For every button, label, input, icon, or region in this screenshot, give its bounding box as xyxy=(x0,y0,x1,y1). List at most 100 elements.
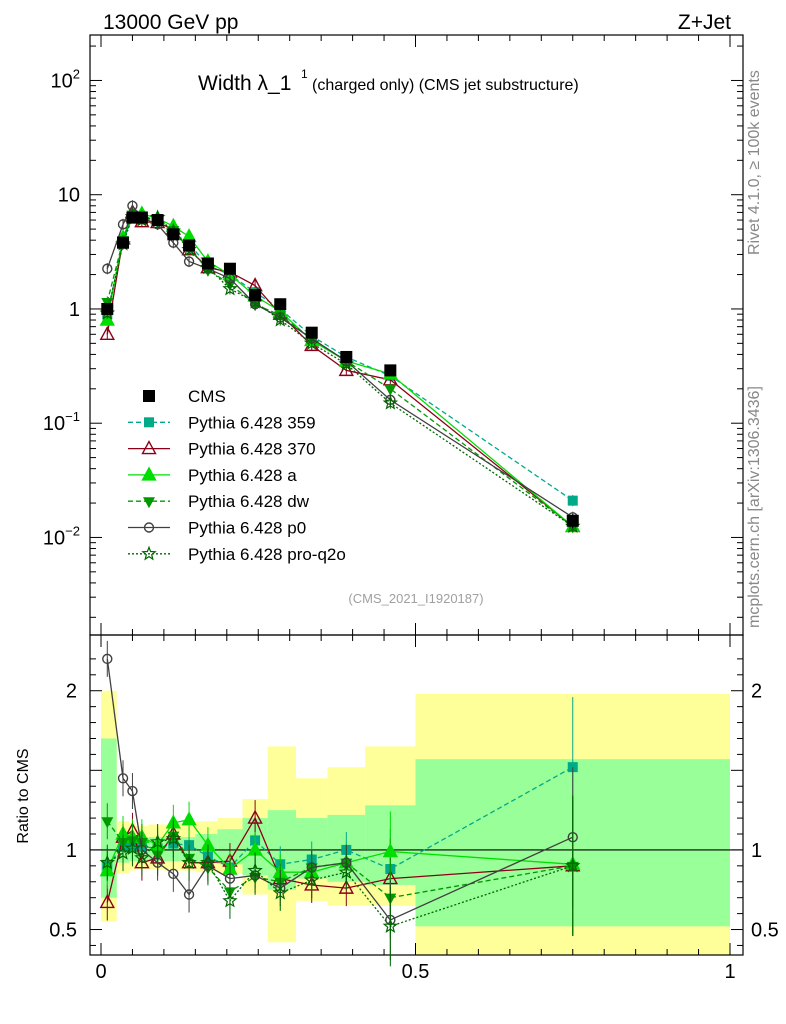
data-point-6 xyxy=(183,239,196,252)
ratio-point-pp0-0 xyxy=(102,653,113,665)
ratio-ytick-label-right-2: 2 xyxy=(751,681,762,703)
ratio-point-pp0-6 xyxy=(183,889,195,900)
main-point-pq2o-8 xyxy=(222,280,238,296)
ratio-point-pq2o-13 xyxy=(382,918,399,933)
legend-entry-pq2o: Pythia 6.428 pro-q2o xyxy=(128,545,346,564)
ratio-point-pq2o-0 xyxy=(99,854,116,870)
ratio-ytick-label-0: 0.5 xyxy=(49,920,77,942)
legend-marker-cms xyxy=(143,390,155,402)
legend-marker-pdw xyxy=(143,497,155,509)
legend-marker-pq2o xyxy=(141,545,157,561)
ratio-point-pa-6 xyxy=(181,811,197,826)
energy-label: 13000 GeV pp xyxy=(103,11,238,34)
legend-entry-p359: Pythia 6.428 359 xyxy=(128,413,316,432)
ratio-point-pq2o-10 xyxy=(272,884,288,900)
legend: CMS Pythia 6.428 359 Pythia 6.428 370 Pythi… xyxy=(128,387,346,564)
data-point-0 xyxy=(101,302,114,315)
ratio-point-p370-0 xyxy=(99,893,115,909)
legend-label-pa: Pythia 6.428 a xyxy=(188,466,297,485)
title-main: Width λ_1 xyxy=(198,72,291,95)
rivet-label: Rivet 4.1.0, ≥ 100k events xyxy=(746,70,763,255)
data-point-14 xyxy=(566,514,579,527)
main-point-p370-0 xyxy=(99,325,115,341)
legend-label-pdw: Pythia 6.428 dw xyxy=(188,492,310,511)
data-point-8 xyxy=(223,262,236,275)
ratio-xtick-label-0: 0 xyxy=(95,961,106,983)
main-line-pq2o xyxy=(106,216,574,527)
ratio-point-pq2o-5 xyxy=(165,830,182,846)
ratio-ytick-label-2: 2 xyxy=(66,681,77,703)
legend-marker-pp0 xyxy=(143,522,155,533)
process-label: Z+Jet xyxy=(678,11,731,34)
data-point-5 xyxy=(167,228,180,241)
main-point-pp0-1 xyxy=(117,219,129,230)
legend-entry-pdw: Pythia 6.428 dw xyxy=(128,492,310,511)
ratio-point-pq2o-8 xyxy=(222,892,238,908)
ratio-point-pp0-1 xyxy=(117,773,129,784)
ratio-point-pq2o-14 xyxy=(565,857,581,873)
main-point-pq2o-10 xyxy=(272,311,288,327)
data-point-7 xyxy=(201,257,214,270)
ratio-point-pq2o-7 xyxy=(200,854,216,870)
data-point-13 xyxy=(384,364,397,377)
ratio-point-pq2o-11 xyxy=(303,872,320,887)
main-ytick-label-1: 10 xyxy=(58,185,80,207)
axes: 102 10 1 10−1 10−2 0.5 0.5 1 1 2 2 0 0.5 1 xyxy=(43,34,779,983)
ratio-point-pq2o-1 xyxy=(115,844,131,860)
legend-marker-p359 xyxy=(144,417,154,428)
legend-entry-pa: Pythia 6.428 a xyxy=(128,466,297,485)
data-point-1 xyxy=(117,236,130,249)
main-point-pp0-0 xyxy=(102,263,113,274)
legend-entry-cms: CMS xyxy=(143,387,226,406)
ratio-point-pp0-2 xyxy=(127,785,138,797)
main-point-pa-0 xyxy=(99,311,115,326)
main-line-p359 xyxy=(106,216,574,502)
main-ytick-label-4: 10−2 xyxy=(43,523,80,549)
main-point-pq2o-13 xyxy=(382,394,399,410)
ratio-point-p370-12 xyxy=(338,879,354,894)
ratio-series xyxy=(99,640,581,967)
title-superscript: 1 xyxy=(301,67,308,81)
legend-marker-p370 xyxy=(141,440,157,455)
main-point-pq2o-11 xyxy=(303,335,320,350)
ratio-point-pa-13 xyxy=(382,843,399,858)
main-point-pp0-6 xyxy=(183,256,195,267)
legend-label-cms: CMS xyxy=(188,387,226,406)
main-point-p359-14 xyxy=(567,495,578,506)
data-point-11 xyxy=(305,326,318,339)
legend-label-pq2o: Pythia 6.428 pro-q2o xyxy=(188,545,346,564)
data-point-10 xyxy=(274,298,287,311)
ratio-xtick-label-2: 1 xyxy=(724,961,735,983)
main-ytick-label-0: 102 xyxy=(51,66,80,92)
main-ytick-label-2: 1 xyxy=(69,299,80,321)
legend-marker-pa xyxy=(141,466,157,481)
ratio-point-pq2o-9 xyxy=(247,862,263,878)
data-point-12 xyxy=(340,350,353,363)
ratio-point-p370-9 xyxy=(247,809,263,824)
analysis-id: (CMS_2021_I1920187) xyxy=(348,591,483,606)
ratio-point-pq2o-3 xyxy=(134,849,150,865)
ratio-point-pq2o-4 xyxy=(149,833,166,849)
ratio-ytick-label-right-0: 0.5 xyxy=(751,920,779,942)
main-series xyxy=(99,200,581,534)
main-ytick-label-3: 10−1 xyxy=(43,409,80,435)
ratio-point-pdw-0 xyxy=(101,817,114,829)
ratio-point-pq2o-12 xyxy=(338,864,355,879)
legend-label-p359: Pythia 6.428 359 xyxy=(188,413,316,432)
ratio-point-pp0-5 xyxy=(168,868,179,880)
data-point-2 xyxy=(126,211,139,224)
main-title: Width λ_1 1 (charged only) (CMS jet subs… xyxy=(198,67,579,95)
ratio-frame xyxy=(89,634,744,956)
legend-entry-p370: Pythia 6.428 370 xyxy=(128,440,316,459)
ratio-point-pq2o-6 xyxy=(181,854,197,870)
legend-label-p370: Pythia 6.428 370 xyxy=(188,440,316,459)
site-label: mcplots.cern.ch [arXiv:1306.3436] xyxy=(746,386,763,628)
ratio-point-p359-14 xyxy=(567,762,578,773)
legend-entry-pp0: Pythia 6.428 p0 xyxy=(128,519,306,538)
data-point-9 xyxy=(249,289,262,302)
ratio-point-pq2o-2 xyxy=(124,840,141,855)
ratio-ytick-label-right-1: 1 xyxy=(751,840,762,862)
ratio-ytick-label-1: 1 xyxy=(66,840,77,862)
